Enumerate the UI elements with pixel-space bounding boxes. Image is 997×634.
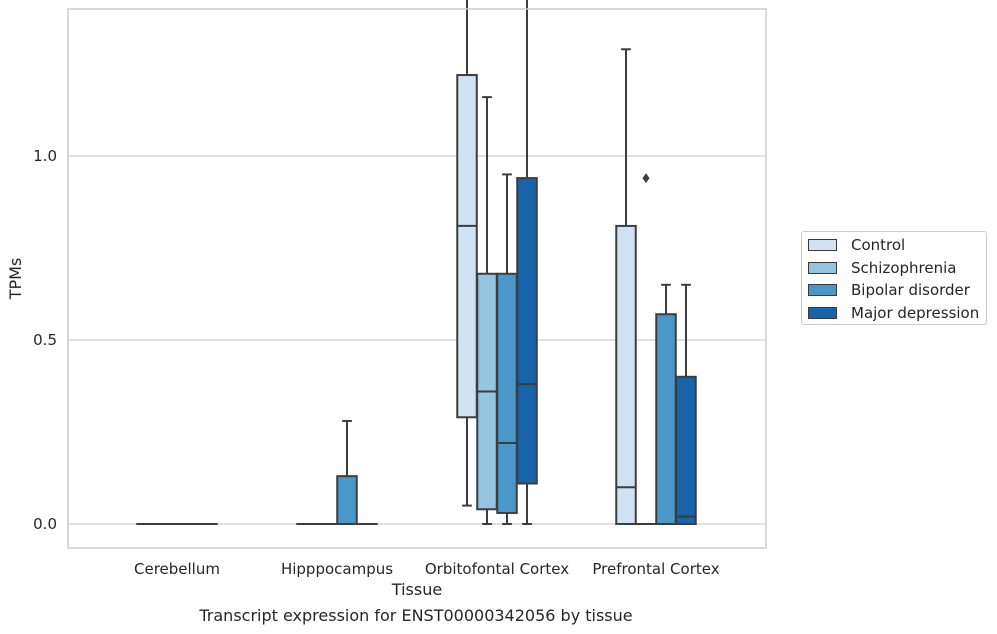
legend-swatch — [808, 306, 837, 319]
legend-swatch — [808, 284, 837, 296]
box-body — [615, 224, 637, 525]
box-body — [675, 375, 697, 525]
x-axis-label: Tissue — [391, 580, 442, 599]
plot-area — [68, 9, 766, 548]
y-tick-label: 0.5 — [33, 331, 57, 349]
legend-label: Control — [851, 236, 906, 254]
legend-item: Bipolar disorder — [808, 280, 970, 300]
legend-label: Bipolar disorder — [851, 281, 970, 299]
x-tick-label: Prefrontal Cortex — [592, 560, 719, 578]
legend-item: Schizophrenia — [808, 258, 956, 278]
box-2-3 — [516, 0, 538, 525]
box-2-0 — [456, 0, 478, 507]
box-3-2 — [655, 283, 677, 525]
y-axis-label: TPMs — [6, 258, 25, 301]
y-tick-label: 0.0 — [33, 515, 57, 533]
box-body — [516, 177, 538, 485]
legend-item: Major depression — [808, 303, 979, 323]
legend: Control Schizophrenia Bipolar disorder Majo… — [801, 231, 987, 325]
x-tick-label: Hipppocampus — [281, 560, 393, 578]
box-2-1 — [476, 96, 498, 525]
legend-label: Major depression — [851, 303, 980, 322]
y-tick-label: 1.0 — [33, 147, 57, 165]
legend-swatch — [808, 261, 837, 274]
box-body — [336, 475, 358, 526]
plot-frame — [67, 8, 767, 549]
box-3-0 — [615, 48, 637, 525]
chart-title: Transcript expression for ENST0000034205… — [199, 606, 633, 625]
box-body — [496, 272, 518, 514]
outlier-point — [642, 173, 650, 184]
x-tick-label: Cerebellum — [134, 560, 220, 578]
x-tick-label: Orbitofontal Cortex — [425, 560, 569, 578]
box-3-3 — [675, 283, 697, 525]
legend-label: Schizophrenia — [851, 258, 957, 277]
box-1-2 — [336, 419, 358, 526]
legend-swatch — [808, 239, 837, 251]
legend-item: Control — [808, 235, 905, 255]
box-body — [456, 74, 478, 419]
box-body — [655, 313, 677, 525]
